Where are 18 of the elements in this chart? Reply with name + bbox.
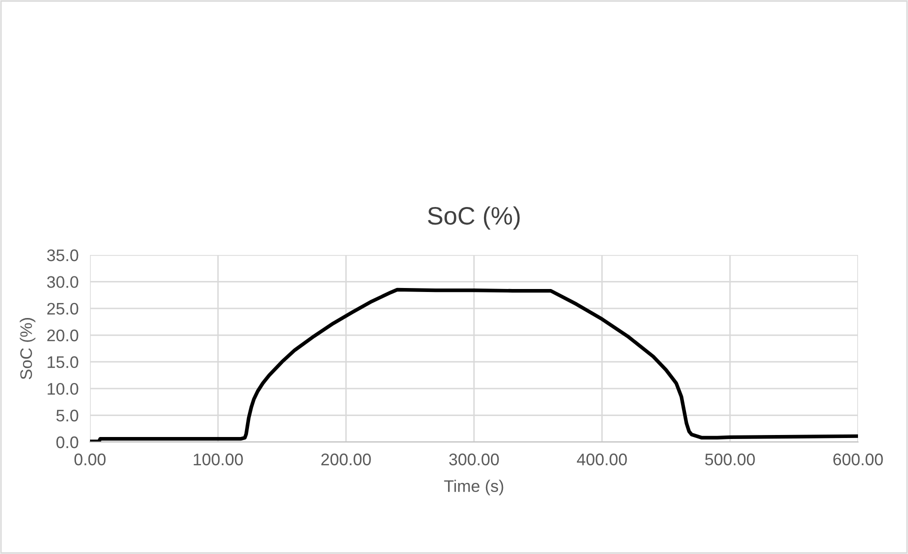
y-tick-label: 35.0 — [47, 249, 78, 262]
x-tick-label: 200.00 — [321, 454, 371, 466]
x-tick-label: 100.00 — [194, 454, 243, 466]
x-tick-label: 0.00 — [74, 454, 106, 466]
x-tick-label: 600.00 — [833, 454, 883, 466]
y-tick-label: 25.0 — [47, 302, 78, 315]
x-axis-title: Time (s) — [444, 480, 504, 496]
chart-title: SoC (%) — [428, 206, 520, 230]
y-tick-label: 5.0 — [56, 410, 78, 422]
x-tick-label: 500.00 — [705, 454, 755, 466]
x-tick-label: 300.00 — [449, 454, 499, 466]
x-tick-label: 400.00 — [576, 454, 627, 466]
y-tick-label: 0.0 — [56, 436, 78, 448]
y-tick-label: 30.0 — [47, 276, 78, 288]
y-tick-label: 15.0 — [48, 356, 78, 368]
y-axis-title: SoC (%) — [20, 318, 36, 380]
y-tick-label: 10.0 — [48, 382, 78, 395]
y-tick-label: 20.0 — [47, 330, 78, 342]
